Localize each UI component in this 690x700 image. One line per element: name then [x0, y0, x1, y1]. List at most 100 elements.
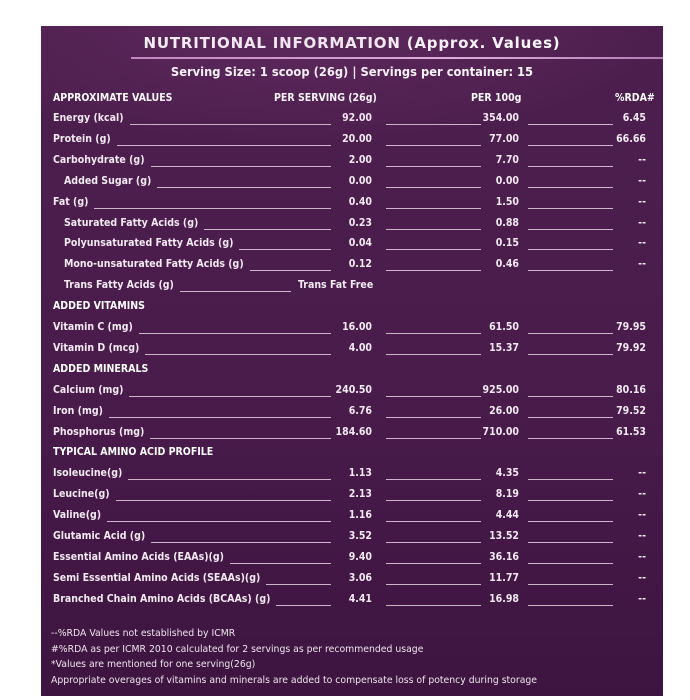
section-label: TYPICAL AMINO ACID PROFILE — [53, 446, 214, 459]
rda-value: -- — [638, 174, 646, 187]
nutrient-label: Polyunsaturated Fatty Acids (g) — [64, 237, 234, 250]
footnote: *Values are mentioned for one serving(26… — [51, 659, 256, 670]
table-row: Carbohydrate (g) 2.00 7.70 -- — [41, 154, 663, 170]
header-per-100g: PER 100g — [471, 92, 522, 104]
per-serving-value: 0.04 — [348, 237, 372, 250]
nutrient-label: Vitamin C (mg) — [53, 321, 133, 333]
per-100g-value: 0.88 — [495, 216, 519, 229]
leader-line — [386, 228, 481, 230]
rda-value: -- — [638, 488, 646, 501]
per-serving-value: 1.16 — [348, 509, 372, 522]
serving-info: Serving Size: 1 scoop (26g) | Servings p… — [170, 64, 534, 79]
table-row: Phosphorus (mg) 184.60 710.00 61.53 — [41, 426, 663, 442]
nutrient-label: Phosphorus (mg) — [53, 425, 145, 438]
per-100g-value: 0.00 — [495, 174, 519, 187]
leader-line — [386, 270, 481, 272]
leader-line — [528, 542, 613, 543]
leader-line — [386, 479, 481, 481]
nutrient-label: Glutamic Acid (g) — [53, 530, 146, 542]
rda-value: 61.53 — [616, 425, 646, 438]
rda-value: -- — [638, 571, 646, 584]
per-serving-value: 0.00 — [348, 174, 372, 187]
leader-line — [107, 521, 331, 523]
leader-line — [386, 207, 481, 209]
header-rda: %RDA# — [615, 92, 655, 104]
leader-line — [150, 437, 331, 439]
leader-line — [115, 500, 331, 502]
table-row: Leucine(g) 2.13 8.19 -- — [41, 488, 663, 504]
leader-line — [386, 353, 481, 355]
leader-line — [386, 542, 481, 543]
nutrient-label: Vitamin D (mcg) — [53, 341, 140, 354]
table-row: Vitamin C (mg) 16.00 61.50 79.95 — [41, 321, 663, 337]
leader-line — [386, 333, 481, 334]
per-serving-value: 20.00 — [342, 132, 372, 145]
leader-line — [528, 416, 613, 418]
leader-line — [528, 521, 613, 523]
nutrient-label: Essential Amino Acids (EAAs)(g) — [53, 550, 224, 563]
table-header: APPROXIMATE VALUES PER SERVING (26g) PER… — [41, 92, 663, 106]
nutrient-label: Semi Essential Amino Acids (SEAAs)(g) — [53, 571, 261, 584]
table-row: Iron (mg) 6.76 26.00 79.52 — [41, 405, 663, 421]
nutrient-label: Fat (g) — [53, 195, 89, 208]
per-100g-value: 925.00 — [482, 383, 519, 396]
nutrient-label: Leucine(g) — [53, 488, 110, 501]
leader-line — [94, 207, 331, 209]
nutrient-label: Added Sugar (g) — [64, 174, 152, 187]
per-100g-value: 16.98 — [489, 592, 519, 605]
rda-value: 6.45 — [622, 112, 646, 124]
per-serving-value: 0.23 — [348, 216, 372, 229]
table-row: Mono-unsaturated Fatty Acids (g) 0.12 0.46… — [41, 258, 663, 274]
leader-line — [528, 395, 613, 397]
leader-line — [528, 207, 613, 209]
per-serving-value: 2.13 — [348, 488, 372, 501]
nutrient-label: Protein (g) — [53, 132, 111, 145]
leader-line — [266, 583, 331, 585]
leader-line — [528, 353, 613, 355]
table-row: Calcium (mg) 240.50 925.00 80.16 — [41, 384, 663, 400]
rda-value: -- — [638, 467, 646, 480]
rda-value: -- — [638, 153, 646, 166]
per-serving-value: 9.40 — [348, 550, 372, 563]
panel-title: NUTRITIONAL INFORMATION (Approx. Values) — [143, 34, 561, 52]
leader-line — [528, 165, 613, 167]
leader-line — [150, 165, 331, 167]
section-label: ADDED MINERALS — [53, 362, 149, 375]
leader-line — [386, 562, 481, 564]
leader-line — [386, 521, 481, 523]
per-serving-value: 240.50 — [335, 383, 372, 396]
per-100g-value: 11.77 — [489, 571, 519, 584]
per-serving-value: 3.52 — [348, 530, 372, 542]
per-100g-value: 4.35 — [495, 467, 519, 480]
leader-line — [179, 291, 291, 293]
rda-value: -- — [638, 195, 646, 208]
per-serving-value: 4.00 — [348, 341, 372, 354]
nutrient-label: Saturated Fatty Acids (g) — [64, 216, 199, 229]
leader-line — [528, 249, 613, 251]
leader-line — [276, 604, 331, 606]
rda-value: -- — [638, 237, 646, 250]
per-serving-value: 3.06 — [348, 571, 372, 584]
per-100g-value: 36.16 — [489, 550, 519, 563]
per-100g-value: 61.50 — [489, 321, 519, 333]
leader-line — [528, 144, 613, 146]
rda-value: 79.92 — [616, 341, 646, 354]
leader-line — [204, 228, 331, 230]
leader-line — [108, 416, 331, 418]
table-row: Vitamin D (mcg) 4.00 15.37 79.92 — [41, 342, 663, 358]
per-100g-value: 7.70 — [495, 153, 519, 166]
leader-line — [229, 562, 331, 564]
table-row: Added Sugar (g) 0.00 0.00 -- — [41, 175, 663, 191]
rda-value: -- — [638, 258, 646, 271]
leader-line — [145, 353, 331, 355]
per-serving-value: 4.41 — [348, 592, 372, 605]
per-serving-value: 0.40 — [348, 195, 372, 208]
per-100g-value: 4.44 — [495, 509, 519, 522]
title-rule — [131, 57, 663, 59]
nutrient-label: Valine(g) — [53, 509, 102, 522]
rda-value: -- — [638, 592, 646, 605]
leader-line — [386, 395, 481, 397]
leader-line — [386, 186, 481, 188]
table-row: Branched Chain Amino Acids (BCAAs) (g) 4.… — [41, 593, 663, 609]
nutrient-label: Energy (kcal) — [53, 112, 124, 124]
